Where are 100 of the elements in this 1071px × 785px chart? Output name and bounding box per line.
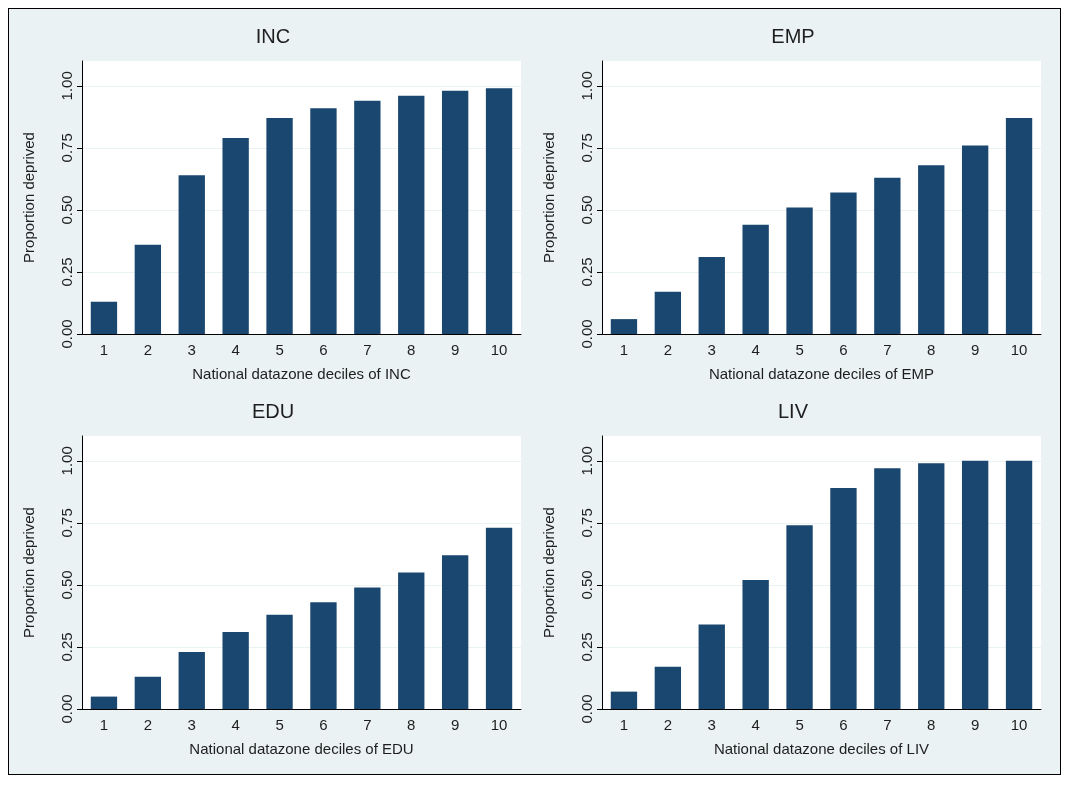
bar: [1005, 460, 1033, 709]
y-tick-label: 1.00: [578, 71, 595, 101]
x-tick-label: 7: [883, 341, 892, 358]
bar: [654, 291, 682, 334]
x-tick-label: 8: [927, 341, 936, 358]
bar: [398, 95, 425, 334]
x-axis-title: National datazone deciles of INC: [192, 365, 411, 382]
bar: [354, 587, 381, 709]
y-tick-label: 0.00: [578, 694, 595, 724]
y-tick-label: 0.50: [578, 195, 595, 225]
bar: [178, 175, 205, 334]
bar: [310, 108, 337, 334]
y-tick-label: 0.25: [578, 632, 595, 662]
bar: [918, 165, 945, 334]
bar: [266, 118, 293, 334]
x-tick-label: 4: [751, 341, 760, 358]
x-tick-label: 6: [839, 341, 848, 358]
y-axis-title: Proportion deprived: [540, 132, 557, 263]
x-tick-label: 8: [927, 716, 936, 733]
bar: [918, 463, 945, 709]
bar: [830, 192, 857, 334]
bar: [398, 572, 425, 709]
bar: [134, 244, 162, 334]
x-tick-label: 10: [490, 341, 508, 358]
bar: [654, 666, 682, 709]
bar: [90, 696, 118, 709]
y-tick-label: 0.00: [58, 319, 75, 349]
bar: [830, 488, 857, 709]
bar: [786, 207, 813, 334]
x-axis-title: National datazone deciles of EMP: [708, 365, 935, 382]
x-tick-label: 2: [143, 341, 153, 358]
x-tick-label: 1: [619, 341, 629, 358]
bar: [485, 527, 513, 709]
bar: [610, 691, 638, 709]
bar: [874, 177, 901, 334]
bar: [90, 301, 118, 334]
y-axis-title: Proportion deprived: [540, 507, 557, 638]
bar: [485, 88, 513, 334]
bar: [698, 624, 725, 709]
y-tick-label: 0.00: [58, 694, 75, 724]
bar: [742, 579, 769, 709]
y-axis-title: Proportion deprived: [20, 507, 37, 638]
y-tick-label: 0.50: [578, 570, 595, 600]
y-tick-label: 0.75: [58, 133, 75, 163]
bar: [742, 224, 769, 334]
bar: [310, 602, 337, 709]
x-tick-label: 7: [363, 716, 372, 733]
x-tick-label: 3: [187, 341, 196, 358]
x-tick-label: 1: [99, 716, 109, 733]
y-tick-label: 0.00: [578, 319, 595, 349]
x-tick-label: 10: [490, 716, 508, 733]
y-tick-label: 0.50: [58, 570, 75, 600]
bar: [134, 676, 162, 709]
chart-title: INC: [255, 25, 291, 47]
x-tick-label: 7: [883, 716, 892, 733]
bar: [441, 90, 469, 334]
x-tick-label: 4: [231, 341, 240, 358]
bar: [354, 100, 381, 334]
x-tick-label: 9: [450, 716, 460, 733]
x-tick-label: 1: [619, 716, 629, 733]
x-tick-label: 4: [751, 716, 760, 733]
x-tick-label: 6: [319, 716, 328, 733]
bar: [961, 460, 989, 709]
bar: [961, 145, 989, 334]
x-tick-label: 5: [795, 716, 804, 733]
bar: [178, 651, 205, 709]
x-tick-label: 8: [407, 341, 416, 358]
x-tick-label: 10: [1010, 341, 1028, 358]
x-tick-label: 5: [275, 716, 284, 733]
bar: [441, 555, 469, 709]
x-tick-label: 8: [407, 716, 416, 733]
bar: [222, 632, 249, 709]
bar: [266, 614, 293, 709]
chart-title: EDU: [251, 400, 295, 422]
x-tick-label: 4: [231, 716, 240, 733]
y-tick-label: 0.25: [58, 257, 75, 287]
y-tick-label: 0.75: [58, 508, 75, 538]
x-axis-title: National datazone deciles of EDU: [189, 740, 414, 757]
x-tick-label: 3: [707, 341, 716, 358]
bar: [1005, 118, 1033, 334]
x-tick-label: 7: [363, 341, 372, 358]
y-tick-label: 1.00: [58, 71, 75, 101]
x-tick-label: 6: [319, 341, 328, 358]
x-tick-label: 5: [275, 341, 284, 358]
x-tick-label: 10: [1010, 716, 1028, 733]
x-axis-title: National datazone deciles of LIV: [713, 740, 930, 757]
x-tick-label: 3: [707, 716, 716, 733]
x-tick-label: 9: [450, 341, 460, 358]
bar: [786, 525, 813, 709]
bar: [610, 319, 638, 334]
x-tick-label: 9: [970, 716, 980, 733]
bar: [874, 468, 901, 709]
chart-title: EMP: [771, 25, 815, 47]
bar: [698, 257, 725, 334]
chart-title: LIV: [777, 400, 809, 422]
y-tick-label: 0.75: [578, 133, 595, 163]
x-tick-label: 2: [143, 716, 153, 733]
x-tick-label: 2: [663, 341, 673, 358]
y-tick-label: 0.50: [58, 195, 75, 225]
x-tick-label: 3: [187, 716, 196, 733]
